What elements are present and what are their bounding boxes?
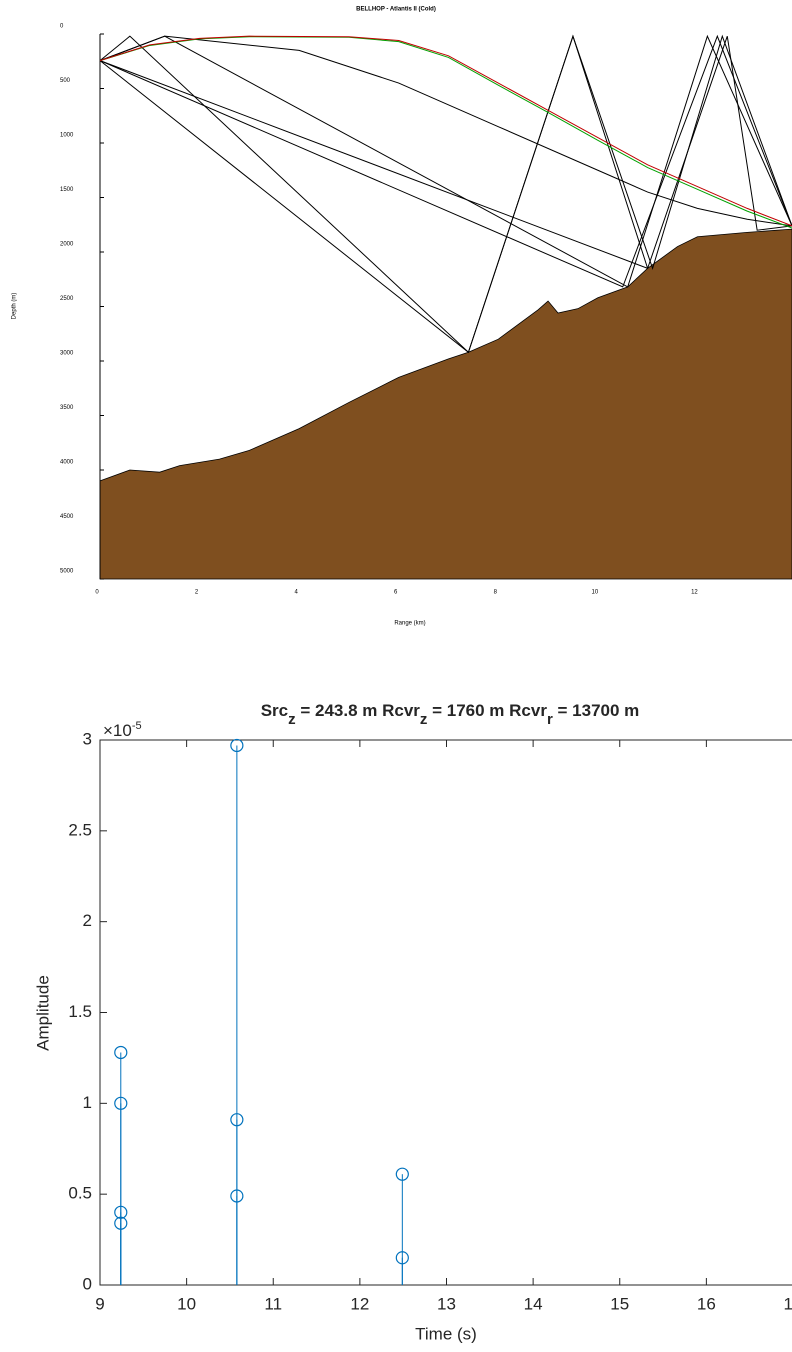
ray: [100, 36, 792, 226]
x-tick-label: 4: [294, 590, 298, 596]
x-axis-label: Range (km): [394, 621, 425, 627]
exponent-power: -5: [132, 720, 142, 732]
y-tick-label: 1500: [60, 187, 74, 193]
x-tick-label: 12: [350, 1294, 369, 1313]
y-tick-label: 1000: [60, 133, 74, 139]
y-exponent: ×10-5: [103, 720, 142, 741]
x-tick-label: 6: [394, 590, 398, 596]
y-tick-label: 0: [60, 24, 64, 30]
x-tick-label: 10: [591, 590, 598, 596]
exponent-base: ×10: [103, 721, 132, 740]
ray-chart: BELLHOP - Atlantis II (Cold) Range (km) De…: [12, 7, 792, 627]
x-tick-label: 10: [177, 1294, 196, 1313]
ray: [100, 36, 648, 352]
ray: [100, 36, 792, 268]
y-tick-label: 4500: [60, 514, 74, 520]
x-tick-label: 13: [437, 1294, 456, 1313]
x-tick-label: 9: [95, 1294, 104, 1313]
y-tick-label: 0: [83, 1274, 92, 1293]
y-axis-label: Amplitude: [33, 975, 52, 1051]
y-tick-label: 3500: [60, 405, 74, 411]
y-tick-label: 2: [83, 911, 92, 930]
title-part: z: [288, 711, 296, 728]
y-tick-label: 5000: [60, 569, 74, 575]
bathymetry: [100, 229, 792, 579]
x-tick-label: 12: [691, 590, 698, 596]
title-part: = 1760 m Rcvr: [427, 701, 547, 720]
plot-area: [100, 740, 792, 1285]
y-tick-label: 2500: [60, 296, 74, 302]
y-axis-label: Depth (m): [12, 293, 18, 320]
title-part: Src: [261, 701, 288, 720]
page: BELLHOP - Atlantis II (Cold) Range (km) De…: [0, 0, 792, 1352]
y-tick-label: 2.5: [68, 820, 92, 839]
ray: [100, 37, 792, 228]
y-tick-label: 3000: [60, 351, 74, 357]
y-tick-label: 4000: [60, 460, 74, 466]
x-axis-label: Time (s): [415, 1324, 477, 1343]
y-tick-label: 1.5: [68, 1002, 92, 1021]
title-part: z: [420, 711, 428, 728]
title-part: = 243.8 m Rcvr: [296, 701, 421, 720]
y-tick-label: 3: [83, 729, 92, 748]
x-tick-label: 15: [610, 1294, 629, 1313]
ray: [100, 36, 792, 226]
x-tick-label: 14: [524, 1294, 543, 1313]
chart-title: Srcz = 243.8 m Rcvrz = 1760 m Rcvrr = 13…: [261, 701, 640, 728]
y-tick-label: 500: [60, 78, 71, 84]
stem-chart: Srcz = 243.8 m Rcvrz = 1760 m Rcvrr = 13…: [33, 701, 792, 1343]
x-tick-label: 0: [95, 590, 99, 596]
x-tick-label: 11: [264, 1294, 282, 1313]
x-tick-label: 16: [697, 1294, 716, 1313]
chart-title: BELLHOP - Atlantis II (Cold): [356, 7, 436, 13]
x-tick-label: 8: [494, 590, 498, 596]
y-tick-label: 1: [83, 1093, 92, 1112]
y-tick-label: 0.5: [68, 1184, 92, 1203]
x-tick-label: 2: [195, 590, 199, 596]
y-tick-label: 2000: [60, 242, 74, 248]
title-part: = 13700 m: [553, 701, 640, 720]
x-tick-label: 17: [784, 1294, 792, 1313]
